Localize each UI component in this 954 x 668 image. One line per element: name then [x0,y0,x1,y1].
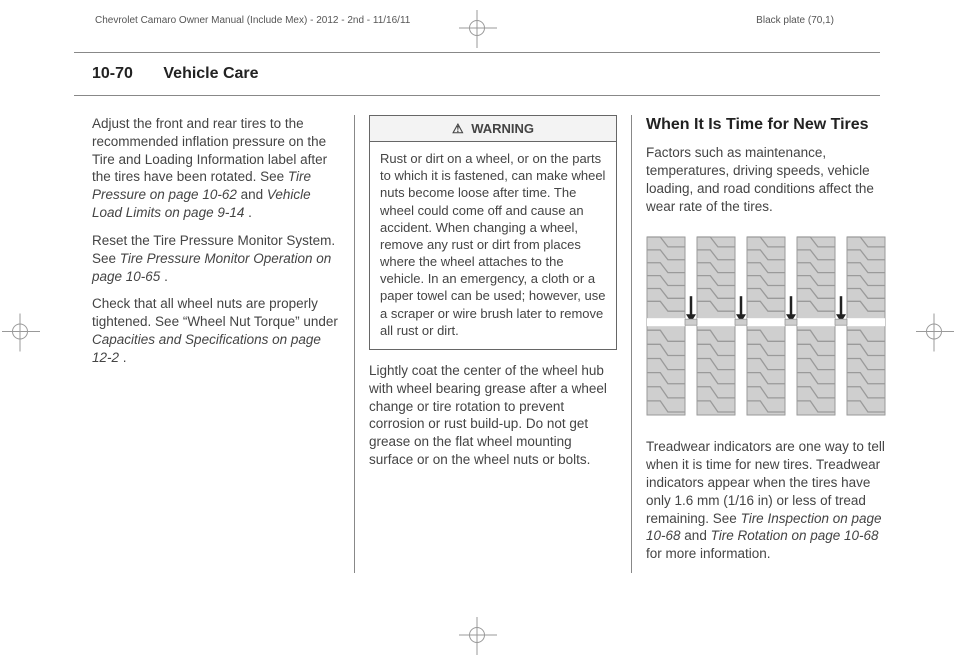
col1-para-3: Check that all wheel nuts are properly t… [92,295,340,366]
section-title: Vehicle Care [163,65,258,82]
text: Check that all wheel nuts are properly t… [92,296,338,329]
treadwear-figure [646,231,886,421]
crop-mark-right [926,324,942,345]
header-divider [74,95,880,96]
column-2: ⚠ WARNING Rust or dirt on a wheel, or on… [369,115,617,573]
crop-mark-bottom [469,627,485,648]
col1-para-2: Reset the Tire Pressure Monitor System. … [92,232,340,285]
text: and [684,528,710,543]
warning-body: Rust or dirt on a wheel, or on the parts… [370,142,616,349]
column-separator [354,115,355,573]
col3-heading: When It Is Time for New Tires [646,115,894,134]
cross-ref: Tire Rotation on page 10-68 [711,528,879,543]
doc-header-left: Chevrolet Camaro Owner Manual (Include M… [95,15,410,26]
columns: Adjust the front and rear tires to the r… [92,115,894,573]
col1-para-1: Adjust the front and rear tires to the r… [92,115,340,222]
crop-mark-left [12,324,28,345]
section-number: 10-70 [92,65,133,82]
col3-para-1: Factors such as maintenance, temperature… [646,144,894,215]
column-3: When It Is Time for New Tires Factors su… [646,115,894,573]
column-separator [631,115,632,573]
warning-label: WARNING [471,121,534,136]
text: for more information. [646,546,771,561]
warning-box: ⚠ WARNING Rust or dirt on a wheel, or on… [369,115,617,350]
crop-mark-top [469,20,485,41]
text: . [248,205,252,220]
warning-heading: ⚠ WARNING [370,116,616,142]
text: . [123,350,127,365]
col3-para-2: Treadwear indicators are one way to tell… [646,438,894,563]
page-frame: 10-70 Vehicle Care Adjust the front and … [74,52,880,604]
text: and [241,187,267,202]
column-1: Adjust the front and rear tires to the r… [92,115,340,573]
warning-icon: ⚠ [452,121,464,136]
doc-header-right: Black plate (70,1) [756,15,834,26]
page-label: 10-70 Vehicle Care [92,65,259,83]
text: . [164,269,168,284]
col2-para-1: Lightly coat the center of the wheel hub… [369,362,617,469]
cross-ref: Tire Pressure Monitor Operation on page … [92,251,331,284]
